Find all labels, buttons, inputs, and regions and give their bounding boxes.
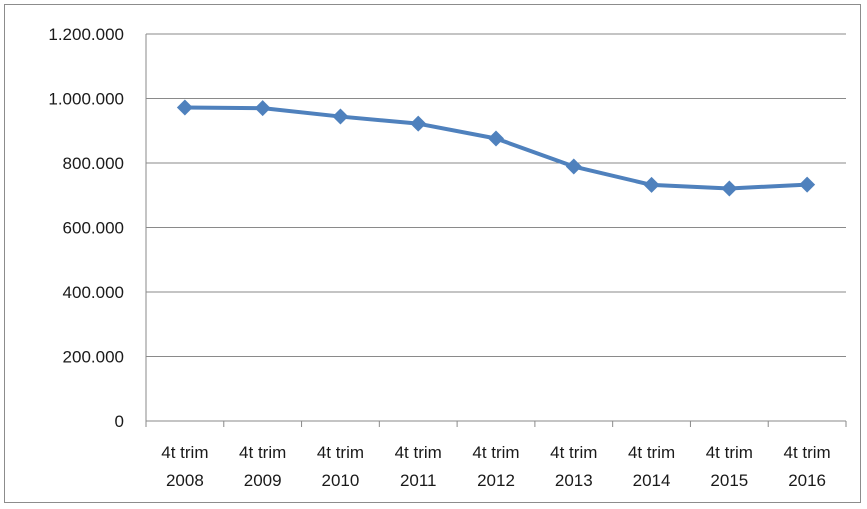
x-axis: 4t trim 2008 4t trim 2009 4t trim 2010 4t trim… (145, 420, 847, 490)
y-tick-label: 400.000 (63, 283, 124, 302)
data-point-marker (721, 180, 738, 197)
data-point-marker (643, 176, 660, 193)
y-tick-label: 0 (115, 412, 124, 431)
data-point-marker (799, 176, 816, 193)
x-tick-label: 4t trim 2015 (706, 443, 753, 490)
y-tick-label: 200.000 (63, 348, 124, 367)
x-tick-label: 4t trim 2012 (472, 443, 519, 490)
y-tick-label: 800.000 (63, 154, 124, 173)
x-tick-label: 4t trim 2014 (628, 443, 675, 490)
y-tick-label: 600.000 (63, 219, 124, 238)
y-axis: 0 200.000 400.000 600.000 800.000 1.000.000 1.… (48, 25, 147, 431)
data-point-marker (332, 108, 349, 125)
x-tick-label: 4t trim 2011 (395, 443, 442, 490)
x-tick-label: 4t trim 2009 (239, 443, 286, 490)
gridlines (146, 33, 846, 422)
data-point-marker (488, 130, 504, 147)
x-tick-label: 4t trim 2016 (783, 443, 830, 490)
data-point-marker (176, 99, 193, 116)
x-tick-label: 4t trim 2010 (317, 443, 364, 490)
x-tick-label: 4t trim 2013 (550, 443, 597, 490)
data-point-marker (565, 158, 582, 175)
y-tick-label: 1.200.000 (48, 25, 124, 44)
data-point-marker (254, 100, 271, 117)
series-line (182, 105, 810, 191)
chart-frame (4, 4, 861, 503)
y-tick-label: 1.000.000 (48, 90, 124, 109)
x-tick-label: 4t trim 2008 (161, 443, 208, 490)
series-group (176, 99, 816, 197)
data-point-marker (410, 115, 427, 132)
